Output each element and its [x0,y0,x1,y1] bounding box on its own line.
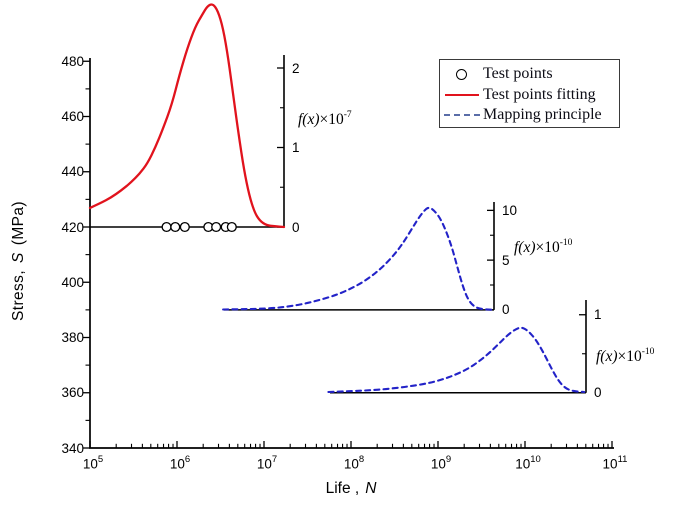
x-axis-title-text: Life , [325,480,360,497]
legend-item-test-points-fitting: Test points fitting [443,84,619,104]
inset-tick-label: 0 [292,219,300,235]
legend-label: Test points [483,65,553,83]
legend-marker-cell [443,68,480,80]
x-tick-label: 105 [82,454,104,472]
legend: Test points Test points fitting Mapping … [439,59,620,128]
y-tick-label: 480 [61,53,84,69]
x-axis-title: Life , N [291,480,411,498]
x-tick-label: 107 [256,454,278,472]
fx-symbol: f(x) [298,111,320,129]
y-tick-label: 360 [61,385,84,401]
y-tick-label: 440 [61,164,84,180]
blue-dashed-line-icon [443,113,480,116]
inset-tick-label: 5 [502,252,510,268]
open-circle-marker-icon [456,68,467,80]
x-tick-label: 1010 [515,454,541,472]
inset-tick-label: 10 [502,202,518,218]
x-tick-label: 108 [343,454,365,472]
fx-symbol: f(x) [596,348,618,366]
fx-exponent: -10 [559,238,573,248]
x-tick-label: 109 [430,454,452,472]
fx-times: ×10 [535,239,560,257]
inset-tick-label: 2 [292,60,300,76]
y-axis-variable: S [10,252,27,263]
x-tick-label: 106 [169,454,191,472]
legend-label: Test points fitting [483,85,596,103]
y-axis-title-text: Stress, [10,269,27,321]
inset-tick-label: 1 [292,140,300,155]
inset-tick-label: 0 [502,302,510,318]
legend-item-test-points: Test points [443,64,619,84]
inset3-fx-axis-label: f(x)×10-10 [596,344,654,366]
legend-marker-cell [443,93,480,96]
fx-times: ×10 [617,348,642,366]
inset2-fx-axis-label: f(x)×10-10 [514,235,572,257]
y-tick-label: 420 [61,219,84,235]
y-tick-label: 400 [61,274,84,290]
fx-times: ×10 [319,111,344,129]
x-tick-label: 1011 [602,454,628,472]
y-tick-label: 340 [61,440,84,456]
fx-symbol: f(x) [514,239,536,257]
y-axis-title: Stress, S (MPa) [10,176,28,346]
legend-label: Mapping principle [483,105,602,123]
y-tick-label: 380 [61,330,84,345]
inset-tick-label: 0 [594,385,602,401]
legend-item-mapping-principle: Mapping principle [443,105,619,125]
fx-exponent: -7 [343,110,352,120]
fx-exponent: -10 [641,347,655,357]
red-solid-line-icon [444,93,479,96]
x-axis-variable: N [365,480,377,497]
y-axis-unit: (MPa) [10,201,27,246]
inset-tick-label: 1 [594,307,602,323]
y-tick-label: 460 [61,109,84,124]
legend-marker-cell [443,113,480,116]
inset1-fx-axis-label: f(x)×10-7 [298,107,352,129]
